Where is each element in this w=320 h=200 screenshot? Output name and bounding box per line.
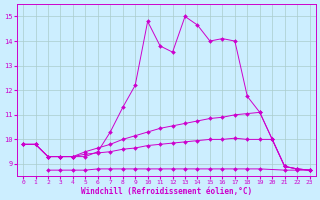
X-axis label: Windchill (Refroidissement éolien,°C): Windchill (Refroidissement éolien,°C) bbox=[81, 187, 252, 196]
